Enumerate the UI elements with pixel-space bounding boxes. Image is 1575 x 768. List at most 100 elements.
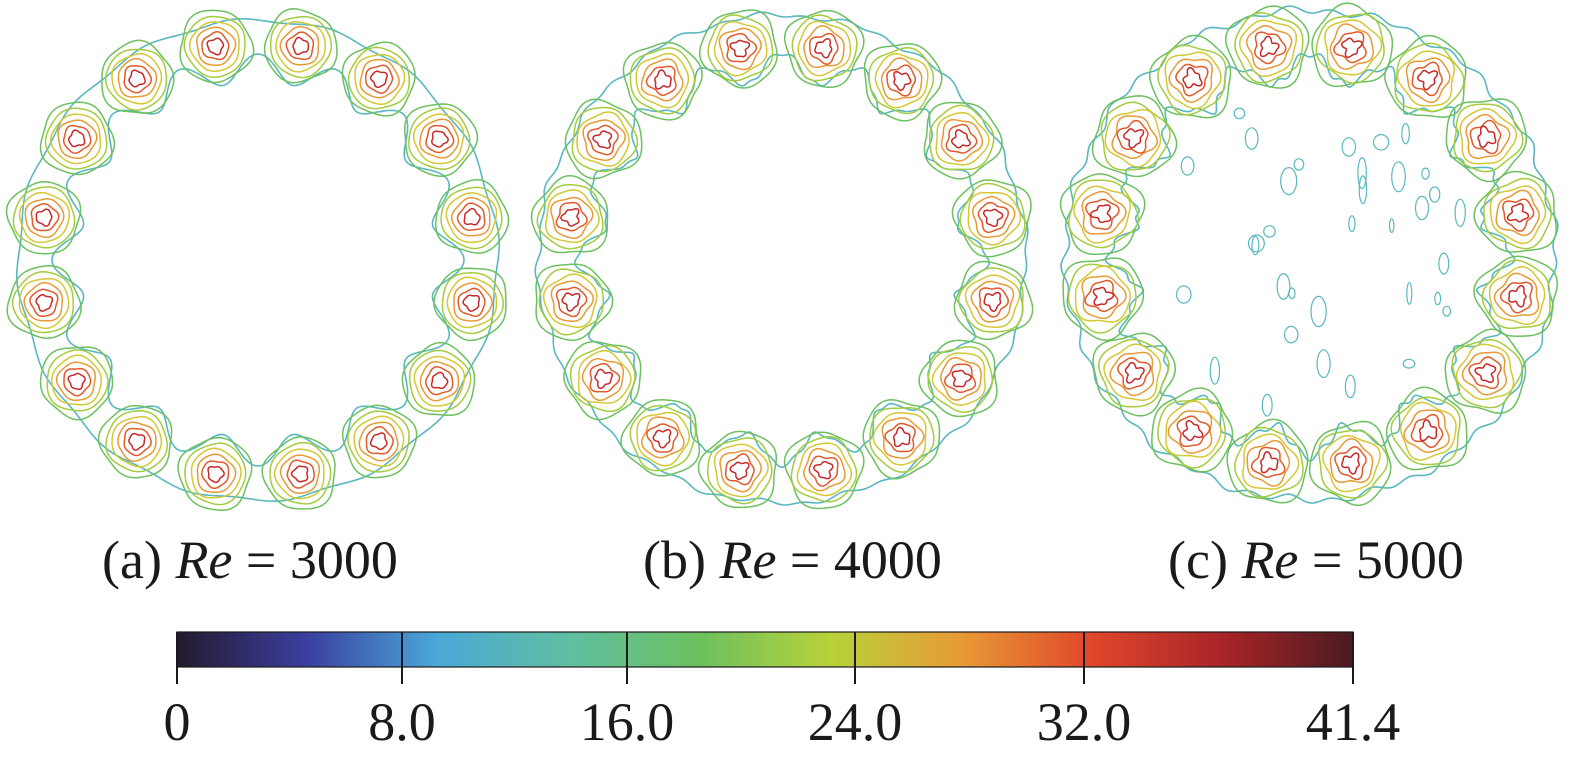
vortex — [530, 174, 609, 254]
vortex — [1148, 34, 1232, 119]
interior-contour — [1454, 198, 1466, 227]
vortex — [563, 340, 642, 421]
vortex — [1473, 170, 1557, 253]
caption-variable: Re — [719, 530, 777, 590]
interior-contour — [1402, 358, 1416, 369]
interior-contour — [1280, 167, 1298, 196]
interior-contour — [1247, 234, 1265, 253]
vortex — [918, 339, 998, 418]
vortex — [1445, 98, 1528, 183]
vortex — [697, 430, 778, 509]
interior-contour — [1428, 186, 1441, 203]
caption-letter: (a) — [102, 530, 162, 590]
vortex — [401, 341, 476, 417]
vortex — [1224, 5, 1310, 89]
vortex — [783, 9, 865, 89]
interior-contour — [1406, 282, 1413, 305]
colorbar-tick-label: 16.0 — [579, 692, 675, 752]
vortex — [1226, 418, 1309, 504]
vortex — [404, 103, 479, 177]
interior-contour — [1434, 291, 1442, 306]
interior-contour — [1401, 122, 1410, 145]
caption-value: 4000 — [833, 530, 942, 590]
vortex — [862, 399, 941, 480]
vortex — [101, 39, 175, 114]
vortex — [97, 404, 173, 479]
outer-contour — [1060, 5, 1559, 504]
colorbar-gradient — [177, 632, 1353, 667]
vortex — [177, 436, 253, 511]
vortex — [1062, 257, 1145, 342]
vortex — [564, 98, 643, 180]
vortex — [39, 346, 114, 421]
vortex — [433, 267, 507, 342]
interior-contour — [1341, 137, 1357, 157]
inner-contour — [573, 53, 991, 469]
interior-contour — [1348, 215, 1356, 233]
vortex — [620, 399, 701, 477]
colorbar-tick-label: 24.0 — [807, 692, 903, 752]
caption-value: 3000 — [289, 530, 398, 590]
interior-contour — [1344, 374, 1356, 399]
vortex — [783, 431, 865, 510]
vortex — [341, 41, 416, 117]
caption-equals: = — [245, 530, 277, 590]
vortex — [698, 9, 778, 89]
caption-variable: Re — [175, 530, 233, 590]
vortex — [1444, 328, 1527, 414]
colorbar — [176, 631, 1354, 684]
caption-letter: (c) — [1168, 530, 1228, 590]
interior-contour — [1357, 157, 1367, 190]
interior-contour — [1388, 218, 1395, 234]
vortex — [39, 101, 116, 176]
interior-contour — [1209, 356, 1221, 385]
interior-contour — [1283, 325, 1299, 344]
contour-panel-b — [530, 9, 1034, 510]
vortex — [1385, 386, 1468, 471]
interior-contour — [1310, 295, 1327, 328]
inner-contour — [51, 53, 465, 467]
outer-contour — [16, 18, 500, 502]
vortex — [1059, 173, 1146, 256]
interior-contour — [1358, 175, 1368, 205]
interior-contour — [1251, 235, 1260, 256]
interior-contour — [1421, 167, 1430, 180]
interior-contour — [1276, 273, 1291, 300]
interior-contour — [1180, 156, 1195, 176]
vortex — [341, 404, 418, 479]
interior-contour — [1372, 134, 1390, 151]
interior-contour — [1233, 107, 1246, 120]
vortex — [1384, 34, 1467, 118]
vortex — [5, 180, 82, 255]
panel-caption-c: (c) Re = 5000 — [1168, 528, 1464, 592]
vortex — [6, 265, 82, 340]
panel-caption-a: (a) Re = 3000 — [102, 528, 398, 592]
vortex — [535, 263, 614, 342]
caption-letter: (b) — [643, 530, 706, 590]
vortex — [1151, 387, 1234, 473]
interior-contour — [1414, 195, 1430, 221]
interior-contour — [1261, 393, 1273, 417]
colorbar-tick-label: 41.4 — [1305, 692, 1401, 752]
vortex — [951, 179, 1032, 258]
caption-equals: = — [789, 530, 821, 590]
vortex — [923, 101, 1003, 180]
contour-panel-a — [5, 8, 510, 511]
interior-contour — [1391, 161, 1406, 193]
colorbar-tick-label: 8.0 — [368, 692, 436, 752]
contour-panel-c — [1059, 2, 1559, 506]
interior-contour — [1244, 127, 1259, 150]
interior-contour — [1316, 349, 1331, 379]
vortex — [863, 43, 943, 122]
vortex — [1092, 332, 1177, 417]
vortex — [261, 436, 336, 510]
vortex — [953, 260, 1034, 341]
interior-contour — [1438, 252, 1450, 275]
colorbar-tick-label: 32.0 — [1036, 692, 1132, 752]
interior-contour — [1176, 285, 1192, 304]
vortex — [1091, 95, 1178, 178]
caption-variable: Re — [1241, 530, 1299, 590]
interior-contour — [1263, 225, 1276, 238]
vortex — [434, 179, 510, 254]
